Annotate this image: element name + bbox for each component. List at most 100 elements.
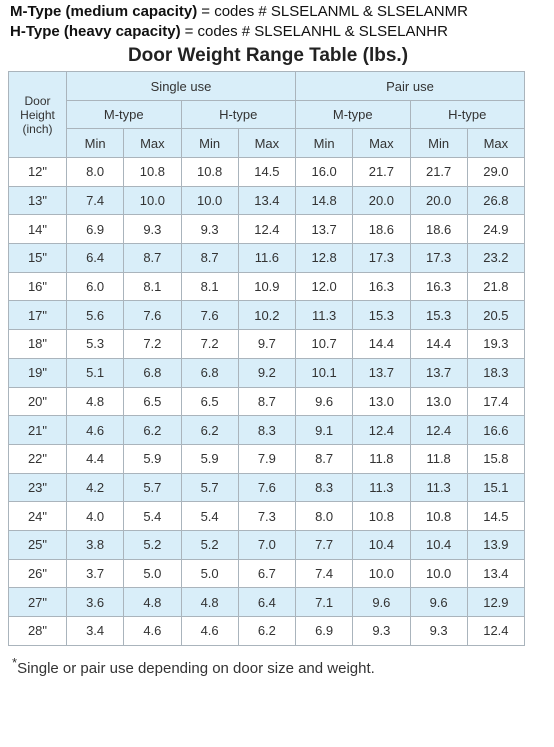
limit-header: Max [237,128,297,158]
footnote-text: Single or pair use depending on door siz… [17,660,375,677]
weight-cell: 4.8 [65,386,125,417]
weight-cell: 23.2 [466,243,526,273]
header-line: M-Type (medium capacity) = codes # SLSELA… [10,3,468,21]
limit-header: Min [294,128,354,158]
weight-cell: 3.4 [65,616,125,646]
data-row: 12" 8.0 10.8 10.8 14.5 16.0 21.7 21.7 29.0 [8,157,526,187]
weight-cell: 6.4 [65,243,125,273]
weight-cell: 16.3 [352,271,411,302]
weight-cell: 7.7 [294,529,354,560]
header-row: M-type H-type M-type H-type [9,100,525,129]
weight-cell: 8.7 [123,243,182,273]
weight-cell: 29.0 [466,157,526,187]
weight-cell: 6.4 [237,587,297,617]
weight-cell: 10.4 [409,529,468,560]
weight-cell: 17.3 [409,243,468,273]
type-label: M-Type (medium capacity) [10,3,198,20]
weight-cell: 11.3 [294,300,354,331]
height-cell: 25" [8,529,67,560]
weight-cell: 15.3 [352,300,411,331]
weight-cell: 4.8 [180,587,239,617]
height-cell: 28" [8,616,67,646]
weight-cell: 11.6 [237,243,297,273]
weight-cell: 3.7 [65,558,125,589]
weight-cell: 3.8 [65,529,125,560]
data-row: 27" 3.6 4.8 4.8 6.4 7.1 9.6 9.6 12.9 [8,587,526,617]
weight-cell: 14.5 [237,157,297,187]
height-cell: 12" [8,157,67,187]
weight-cell: 12.4 [409,415,468,445]
height-cell: 23" [8,472,67,503]
weight-cell: 6.2 [237,616,297,646]
weight-cell: 18.6 [409,214,468,245]
weight-cell: 24.9 [466,214,526,245]
weight-cell: 13.7 [352,357,411,388]
weight-cell: 7.6 [180,300,239,331]
weight-cell: 12.4 [466,616,526,646]
weight-cell: 8.7 [294,443,354,474]
weight-cell: 12.9 [466,587,526,617]
weight-cell: 6.5 [123,386,182,417]
weight-cell: 7.0 [237,529,297,560]
weight-cell: 6.9 [294,616,354,646]
weight-cell: 5.7 [180,472,239,503]
type-header: M-type [295,100,411,129]
weight-cell: 6.9 [65,214,125,245]
footnote-mark: * [12,655,18,670]
weight-cell: 20.0 [409,185,468,216]
height-cell: 24" [8,501,67,531]
height-cell: 21" [8,415,67,445]
header-row: Door Height (inch) Single use Pair use [8,71,525,158]
weight-cell: 12.0 [294,271,354,302]
weight-cell: 10.8 [123,157,182,187]
weight-cell: 8.7 [180,243,239,273]
weight-cell: 5.4 [180,501,239,531]
weight-table: Door Height (inch) Single use Pair use M-type… [8,71,526,646]
weight-cell: 9.1 [294,415,354,445]
corner-line: (inch) [22,121,53,136]
height-cell: 16" [8,271,67,302]
weight-cell: 21.8 [466,271,526,302]
weight-cell: 10.4 [352,529,411,560]
weight-cell: 16.3 [409,271,468,302]
weight-cell: 11.8 [352,443,411,474]
codes: = codes # SLSELANHL & SLSELANHR [184,23,448,40]
weight-cell: 10.7 [294,329,354,359]
weight-cell: 5.9 [180,443,239,474]
weight-cell: 15.1 [466,472,526,503]
data-row: 26" 3.7 5.0 5.0 6.7 7.4 10.0 10.0 13.4 [8,558,526,589]
weight-cell: 5.1 [65,357,125,388]
weight-cell: 10.9 [237,271,297,302]
weight-cell: 13.0 [352,386,411,417]
codes: = codes # SLSELANML & SLSELANMR [201,3,468,20]
weight-cell: 5.0 [123,558,182,589]
header-row: Min Max Min Max Min Max Min Max [9,128,526,158]
weight-cell: 10.8 [352,501,411,531]
data-row: 17" 5.6 7.6 7.6 10.2 11.3 15.3 15.3 20.5 [8,300,526,331]
weight-cell: 10.8 [180,157,239,187]
type-header: M-type [66,100,182,129]
weight-cell: 15.8 [466,443,526,474]
weight-cell: 8.0 [294,501,354,531]
type-header: H-type [409,100,525,129]
weight-cell: 14.4 [352,329,411,359]
weight-cell: 5.9 [123,443,182,474]
weight-cell: 6.8 [123,357,182,388]
weight-cell: 14.5 [466,501,526,531]
weight-cell: 4.8 [123,587,182,617]
data-row: 21" 4.6 6.2 6.2 8.3 9.1 12.4 12.4 16.6 [8,415,526,445]
weight-cell: 10.0 [352,558,411,589]
height-cell: 13" [8,185,67,216]
weight-cell: 8.7 [237,386,297,417]
weight-cell: 3.6 [65,587,125,617]
weight-cell: 9.6 [409,587,468,617]
data-row: 20" 4.8 6.5 6.5 8.7 9.6 13.0 13.0 17.4 [8,386,526,417]
height-cell: 22" [8,443,67,474]
weight-cell: 4.6 [65,415,125,445]
limit-header: Max [466,128,526,158]
data-row: 15" 6.4 8.7 8.7 11.6 12.8 17.3 17.3 23.2 [8,243,526,273]
weight-cell: 6.5 [180,386,239,417]
height-cell: 19" [8,357,67,388]
weight-cell: 13.4 [237,185,297,216]
